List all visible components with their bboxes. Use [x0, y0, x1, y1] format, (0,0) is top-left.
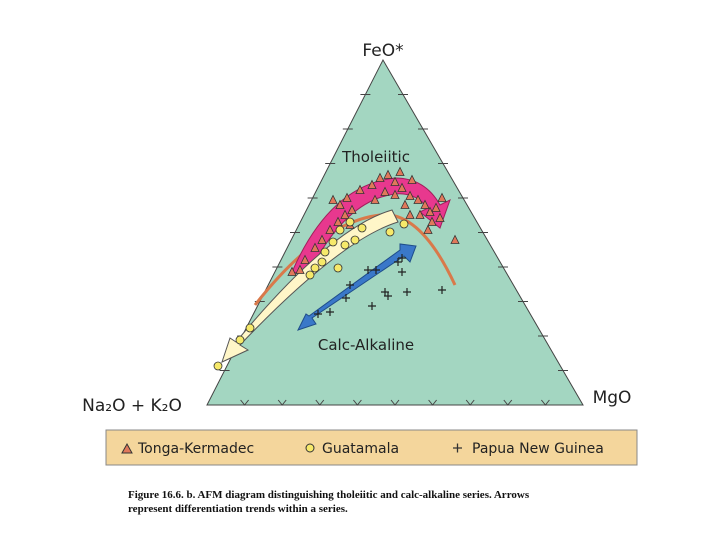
tonga-point	[300, 254, 310, 264]
legend-label: Papua New Guinea	[472, 441, 604, 457]
tonga-point	[407, 174, 417, 184]
tonga-point	[450, 234, 460, 244]
tick	[428, 399, 437, 406]
legend-label: Tonga-Kermadec	[137, 441, 254, 457]
png-point	[326, 308, 334, 316]
caption: Figure 16.6. b. AFM diagram distinguishi…	[128, 489, 530, 501]
guatamala-point	[399, 219, 409, 229]
guatamala-point	[320, 247, 330, 257]
tonga-point	[328, 194, 338, 204]
png-point	[368, 302, 376, 310]
tonga-point	[342, 192, 352, 202]
guatamala-point	[340, 240, 350, 250]
png-point	[398, 254, 406, 262]
guatamala-point	[345, 217, 355, 227]
tonga-point	[413, 194, 423, 204]
calc-alkaline-arrow	[297, 243, 417, 331]
tonga-point	[435, 212, 445, 222]
guatamala-point	[305, 270, 315, 280]
guatamala-point	[357, 223, 367, 233]
tick	[240, 399, 249, 406]
legend-symbol	[121, 442, 133, 454]
png-point	[314, 310, 322, 318]
png-point	[364, 266, 372, 274]
png-point	[398, 268, 406, 276]
legend-box	[105, 429, 638, 466]
guatamala-point	[350, 235, 360, 245]
tonga-point	[400, 199, 410, 209]
tonga-point	[310, 242, 320, 252]
guatamala-point	[335, 225, 345, 235]
png-point	[403, 288, 411, 296]
tonga-point	[367, 179, 377, 189]
guatamala-point	[333, 263, 343, 273]
region-label: Tholeiitic	[341, 148, 410, 166]
tick	[315, 399, 325, 406]
tonga-point	[333, 216, 343, 226]
tonga-point	[317, 234, 327, 244]
guatamala-point	[385, 227, 395, 237]
tonga-point	[437, 192, 447, 202]
tonga-point	[383, 169, 393, 179]
tonga-point	[380, 186, 390, 196]
apex-label: Na₂O + K₂O	[82, 396, 182, 416]
guatamala-point	[213, 361, 223, 371]
png-point	[384, 292, 392, 300]
tonga-point	[295, 264, 305, 274]
tonga-point	[405, 190, 415, 200]
data-points	[213, 166, 460, 371]
png-point	[372, 266, 380, 274]
apex-label: FeO*	[362, 41, 403, 61]
tonga-point	[420, 199, 430, 209]
tonga-point	[335, 199, 345, 209]
guatamala-point	[245, 323, 255, 333]
tick	[503, 399, 513, 406]
tick	[353, 399, 362, 406]
png-point	[346, 281, 354, 289]
tick	[465, 399, 475, 406]
apex-label: MgO	[593, 388, 632, 408]
tonga-point	[395, 166, 405, 176]
legend-label: Guatamala	[322, 441, 399, 457]
guatamala-point	[310, 263, 320, 273]
legend-symbol	[305, 443, 315, 453]
tonga-point	[431, 202, 441, 212]
legend-symbol	[453, 443, 462, 453]
tonga-point	[375, 172, 385, 182]
tonga-point	[405, 209, 415, 219]
region-label: Calc-Alkaline	[318, 336, 414, 354]
guatamala-point	[235, 335, 245, 345]
ticks	[219, 94, 568, 406]
tick	[277, 399, 287, 406]
tonga-point	[397, 182, 407, 192]
tonga-point	[287, 266, 297, 276]
tonga-point	[390, 176, 400, 186]
tonga-point	[427, 216, 437, 226]
tonga-point	[415, 209, 425, 219]
tick	[541, 399, 550, 406]
tick	[390, 399, 400, 406]
caption: represent differentiation trends within …	[128, 503, 348, 515]
guatamala-arrow	[221, 209, 399, 363]
png-point	[394, 258, 402, 266]
tonga-point	[340, 209, 350, 219]
guatamala-point	[328, 237, 338, 247]
tonga-point	[347, 204, 357, 214]
png-point	[342, 294, 350, 302]
tonga-point	[325, 224, 335, 234]
guatamala-point	[317, 257, 327, 267]
tonga-point	[390, 189, 400, 199]
tonga-point	[355, 184, 365, 194]
tonga-point	[370, 194, 380, 204]
tonga-point	[423, 224, 433, 234]
png-point	[438, 286, 446, 294]
